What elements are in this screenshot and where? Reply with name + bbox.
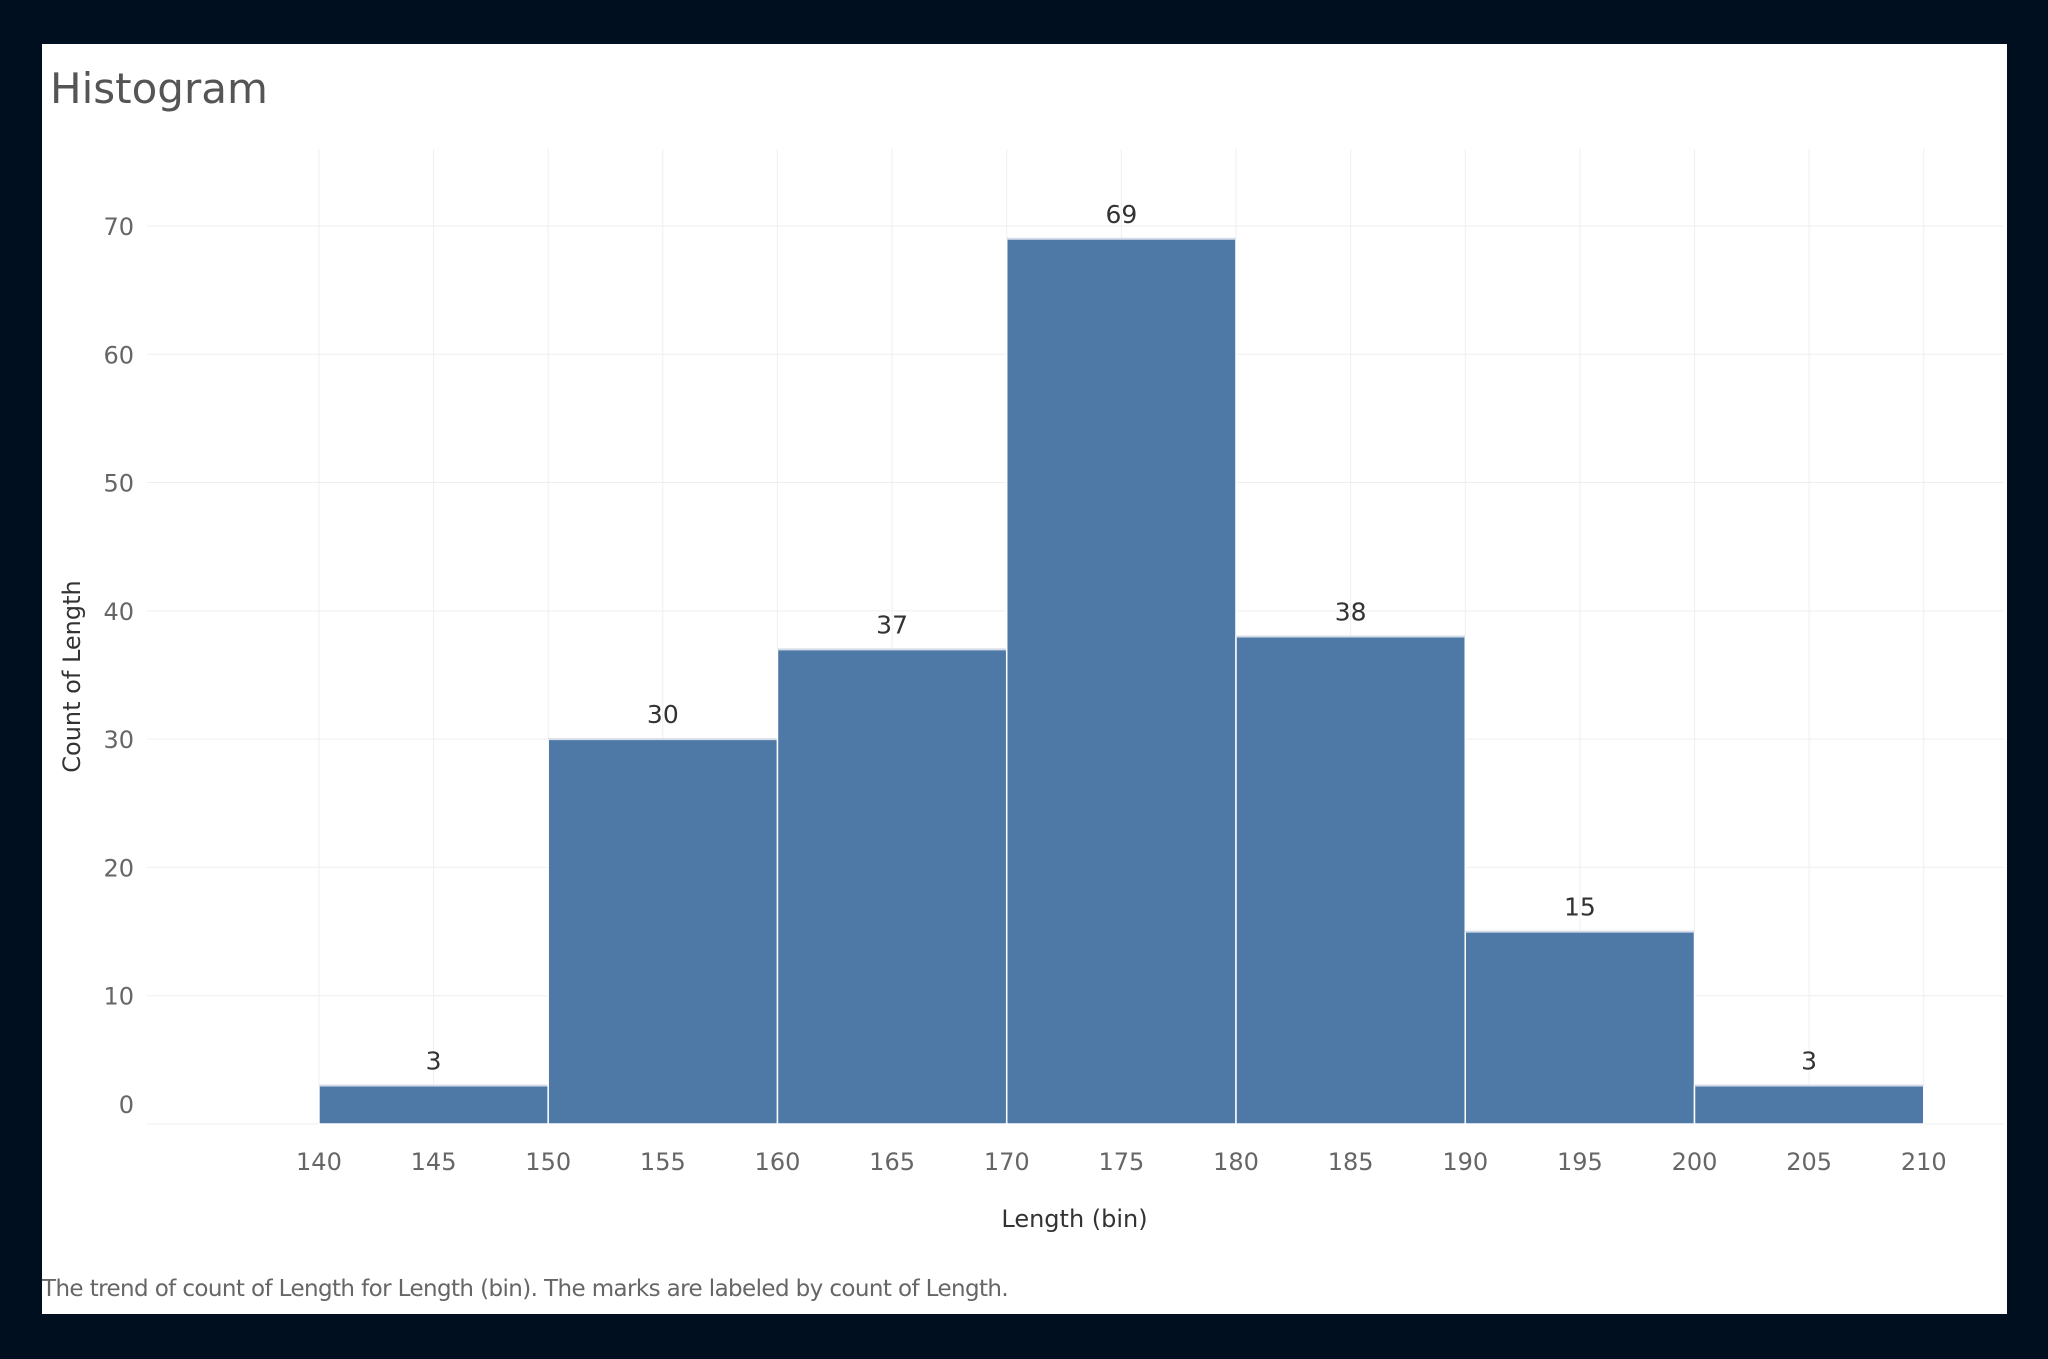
y-axis-title: Count of Length xyxy=(58,580,86,772)
x-tick-label: 140 xyxy=(296,1148,342,1176)
y-tick-label: 20 xyxy=(103,854,134,882)
bar-value-label: 69 xyxy=(1105,200,1137,229)
y-tick-label: 0 xyxy=(119,1091,134,1119)
bar-value-label: 38 xyxy=(1335,598,1367,627)
x-axis-ticks: 140 145 150 155 160 165 170 175 180 185 190 195 200 2… xyxy=(296,1148,1947,1176)
chart-panel: Histogram 3 30 37 69 38 15 3 140 145 150 155 160 16… xyxy=(42,44,2007,1314)
histogram-bar xyxy=(318,1084,549,1125)
histogram-bar xyxy=(547,738,779,1125)
x-tick-label: 210 xyxy=(1901,1148,1947,1176)
y-tick-label: 40 xyxy=(103,598,134,626)
x-tick-label: 190 xyxy=(1442,1148,1488,1176)
x-tick-label: 200 xyxy=(1672,1148,1718,1176)
x-axis-title: Length (bin) xyxy=(1001,1205,1147,1233)
bar-value-label: 15 xyxy=(1564,893,1596,922)
bar-value-label: 3 xyxy=(1801,1047,1817,1076)
x-tick-label: 205 xyxy=(1786,1148,1832,1176)
x-tick-label: 160 xyxy=(755,1148,801,1176)
bar-value-label: 30 xyxy=(647,700,679,729)
y-tick-label: 30 xyxy=(103,726,134,754)
x-tick-label: 195 xyxy=(1557,1148,1603,1176)
bar-value-label: 3 xyxy=(426,1047,442,1076)
histogram-chart: 3 30 37 69 38 15 3 140 145 150 155 160 165 170 175 180… xyxy=(58,149,2004,1233)
x-tick-label: 185 xyxy=(1328,1148,1374,1176)
bar-value-label: 37 xyxy=(876,610,908,639)
histogram-bar xyxy=(1005,238,1237,1125)
y-axis-ticks: 0 10 20 30 40 50 60 70 xyxy=(103,213,134,1119)
x-tick-label: 175 xyxy=(1098,1148,1144,1176)
x-tick-label: 165 xyxy=(869,1148,915,1176)
histogram-bar xyxy=(1235,635,1466,1125)
y-tick-label: 70 xyxy=(103,213,134,241)
x-tick-label: 150 xyxy=(525,1148,571,1176)
y-tick-label: 60 xyxy=(103,341,134,369)
histogram-bar xyxy=(1693,1084,1925,1125)
x-tick-label: 180 xyxy=(1213,1148,1259,1176)
chart-title: Histogram xyxy=(50,64,268,113)
y-tick-label: 10 xyxy=(103,983,134,1011)
y-tick-label: 50 xyxy=(103,470,134,498)
x-tick-label: 170 xyxy=(984,1148,1030,1176)
histogram-bar xyxy=(776,648,1008,1125)
data-labels: 3 30 37 69 38 15 3 xyxy=(426,200,1817,1076)
histogram-bar xyxy=(1464,930,1696,1125)
x-tick-label: 155 xyxy=(640,1148,686,1176)
chart-caption: The trend of count of Length for Length … xyxy=(42,1276,1009,1302)
x-tick-label: 145 xyxy=(411,1148,457,1176)
bars xyxy=(318,237,1925,1125)
